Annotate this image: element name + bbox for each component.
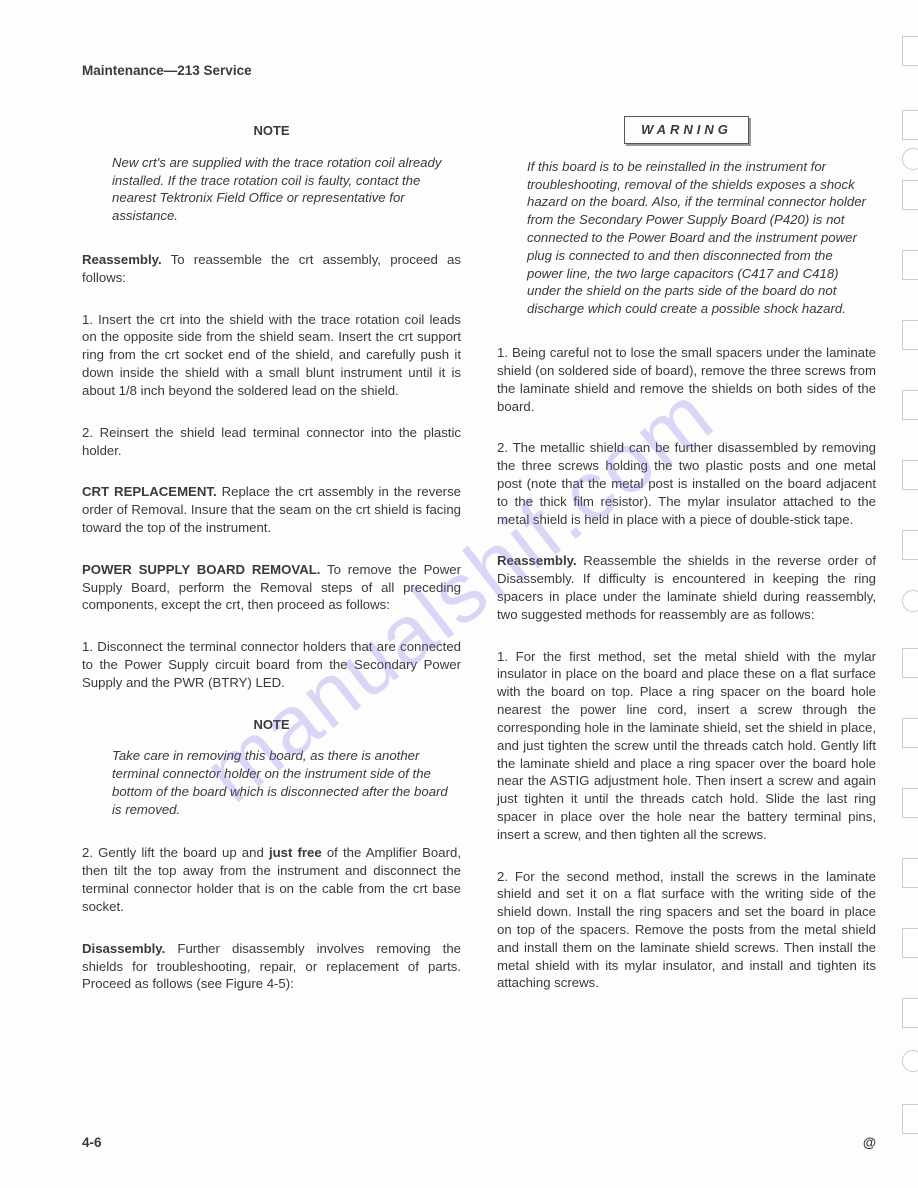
- warning-box-wrap: WARNING: [497, 116, 876, 144]
- binder-hole: [902, 648, 918, 678]
- dis-step-2: 2. The metallic shield can be further di…: [497, 439, 876, 528]
- binder-hole: [902, 788, 918, 818]
- step-1: 1. Insert the crt into the shield with t…: [82, 311, 461, 400]
- right-column: WARNING If this board is to be reinstall…: [497, 116, 876, 1017]
- warning-label: WARNING: [624, 116, 749, 144]
- note-heading: NOTE: [82, 122, 461, 140]
- binder-hole: [902, 110, 918, 140]
- binder-hole-round: [902, 590, 918, 612]
- binder-hole: [902, 998, 918, 1028]
- disassembly-para: Disassembly. Further disassembly involve…: [82, 940, 461, 993]
- crt-label: CRT REPLACEMENT.: [82, 484, 217, 499]
- page-footer: 4-6 @: [82, 1134, 876, 1152]
- binder-hole: [902, 460, 918, 490]
- reassembly-right-label: Reassembly.: [497, 553, 577, 568]
- binder-hole: [902, 718, 918, 748]
- warning-body: If this board is to be reinstalled in th…: [527, 158, 866, 318]
- psb-step-2-bold: just free: [269, 845, 322, 860]
- binder-hole: [902, 858, 918, 888]
- step-2: 2. Reinsert the shield lead terminal con…: [82, 424, 461, 460]
- binder-hole-round: [902, 1050, 918, 1072]
- reassembly-label: Reassembly.: [82, 252, 162, 267]
- binder-hole: [902, 928, 918, 958]
- dis-step-1: 1. Being careful not to lose the small s…: [497, 344, 876, 415]
- binder-hole: [902, 250, 918, 280]
- note-body-2: Take care in removing this board, as the…: [112, 747, 451, 818]
- reasm-step-1: 1. For the first method, set the metal s…: [497, 648, 876, 844]
- psb-step-1: 1. Disconnect the terminal connector hol…: [82, 638, 461, 691]
- binder-hole-round: [902, 148, 918, 170]
- crt-replacement-para: CRT REPLACEMENT. Replace the crt assembl…: [82, 483, 461, 536]
- left-column: NOTE New crt's are supplied with the tra…: [82, 116, 461, 1017]
- binder-hole: [902, 1104, 918, 1134]
- page-header: Maintenance—213 Service: [82, 62, 876, 80]
- footer-mark: @: [863, 1134, 876, 1152]
- reassembly-right-para: Reassembly. Reassemble the shields in th…: [497, 552, 876, 623]
- psb-removal-para: POWER SUPPLY BOARD REMOVAL. To remove th…: [82, 561, 461, 614]
- binder-hole: [902, 390, 918, 420]
- binder-hole: [902, 530, 918, 560]
- psb-label: POWER SUPPLY BOARD REMOVAL.: [82, 562, 320, 577]
- reasm-step-2: 2. For the second method, install the sc…: [497, 868, 876, 993]
- page-number: 4-6: [82, 1134, 102, 1152]
- binding-holes: [892, 0, 918, 1188]
- content-columns: NOTE New crt's are supplied with the tra…: [82, 116, 876, 1017]
- psb-step-2: 2. Gently lift the board up and just fre…: [82, 844, 461, 915]
- binder-hole: [902, 180, 918, 210]
- note-heading-2: NOTE: [82, 716, 461, 734]
- binder-hole: [902, 36, 918, 66]
- binder-hole: [902, 320, 918, 350]
- psb-step-2a: 2. Gently lift the board up and: [82, 845, 269, 860]
- reassembly-para: Reassembly. To reassemble the crt assemb…: [82, 251, 461, 287]
- disassembly-label: Disassembly.: [82, 941, 165, 956]
- note-body: New crt's are supplied with the trace ro…: [112, 154, 451, 225]
